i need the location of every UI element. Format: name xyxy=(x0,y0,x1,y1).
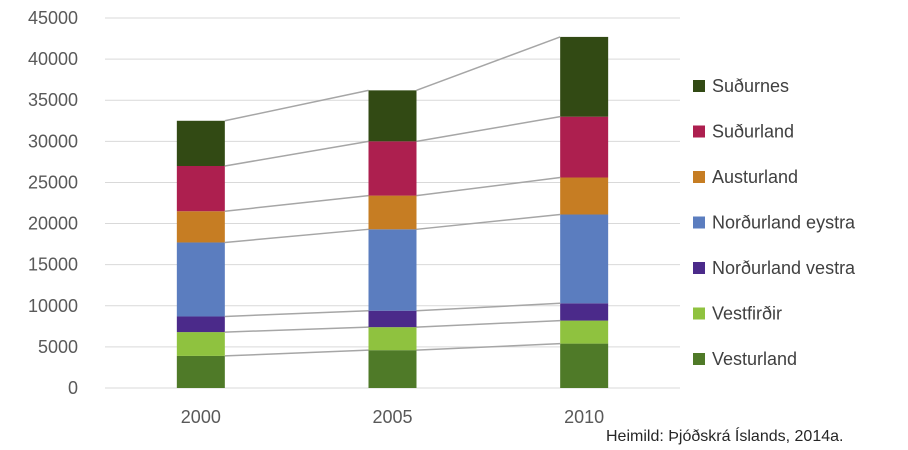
bar-segment xyxy=(368,195,417,230)
legend-label: Suðurland xyxy=(712,122,794,142)
bar-segment xyxy=(176,211,225,243)
y-tick-label: 40000 xyxy=(28,49,78,69)
y-tick-label: 5000 xyxy=(38,337,78,357)
series-line xyxy=(224,194,369,212)
y-tick-label: 10000 xyxy=(28,296,78,316)
legend-label: Norðurland vestra xyxy=(712,258,856,278)
bar-segment xyxy=(560,214,609,304)
bars xyxy=(176,36,609,388)
legend-label: Austurland xyxy=(712,167,798,187)
series-line xyxy=(416,213,561,231)
bar-segment xyxy=(176,355,225,388)
legend-swatch xyxy=(693,171,705,183)
x-tick-label: 2005 xyxy=(372,407,412,427)
bar-segment xyxy=(368,310,417,328)
legend: Suðurnes Suðurland Austurland Norðurland ey… xyxy=(693,76,856,369)
y-tick-label: 25000 xyxy=(28,172,78,192)
bar-segment xyxy=(368,141,417,196)
y-tick-label: 35000 xyxy=(28,90,78,110)
bar-segment xyxy=(368,350,417,388)
series-line xyxy=(224,326,369,333)
bar-segment xyxy=(176,242,225,317)
series-line xyxy=(416,302,561,312)
legend-swatch xyxy=(693,307,705,320)
legend-swatch xyxy=(693,80,705,92)
bar-segment xyxy=(560,320,609,344)
y-axis-ticks: 0 5000 10000 15000 20000 25000 30000 35000 40000… xyxy=(28,8,78,398)
bar-segment xyxy=(560,116,609,178)
legend-swatch xyxy=(693,262,705,274)
bar-segment xyxy=(560,177,609,215)
bar-segment xyxy=(368,327,417,351)
bar-segment xyxy=(176,332,225,356)
series-line xyxy=(416,115,561,143)
bar-segment xyxy=(560,36,609,117)
bar-segment xyxy=(176,166,225,212)
legend-label: Norðurland eystra xyxy=(712,213,856,233)
bar-segment xyxy=(368,90,417,142)
series-line xyxy=(224,89,369,122)
series-line xyxy=(224,349,369,357)
bar-segment xyxy=(368,229,417,311)
legend-swatch xyxy=(693,125,705,138)
x-tick-label: 2010 xyxy=(564,407,604,427)
bar-segment xyxy=(560,303,609,321)
y-tick-label: 15000 xyxy=(28,255,78,275)
series-line xyxy=(416,176,561,197)
series-line xyxy=(224,309,369,318)
series-line xyxy=(416,36,561,92)
bar-segment xyxy=(176,120,225,166)
y-tick-label: 20000 xyxy=(28,214,78,234)
y-tick-label: 45000 xyxy=(28,8,78,28)
bar-segment xyxy=(560,343,609,388)
series-line xyxy=(224,140,369,167)
series-line xyxy=(416,342,561,351)
legend-label: Suðurnes xyxy=(712,76,789,96)
x-tick-label: 2000 xyxy=(181,407,221,427)
legend-swatch xyxy=(693,353,705,365)
x-axis-ticks: 2000 2005 2010 xyxy=(181,407,604,427)
series-line xyxy=(224,228,369,244)
y-tick-label: 0 xyxy=(68,378,78,398)
legend-label: Vesturland xyxy=(712,349,797,369)
y-tick-label: 30000 xyxy=(28,131,78,151)
source-note: Heimild: Þjóðskrá Íslands, 2014a. xyxy=(606,428,844,445)
bar-segment xyxy=(176,316,225,333)
series-line xyxy=(416,319,561,328)
legend-swatch xyxy=(693,216,705,229)
series-connector-lines xyxy=(224,36,561,357)
legend-label: Vestfirðir xyxy=(712,304,782,324)
